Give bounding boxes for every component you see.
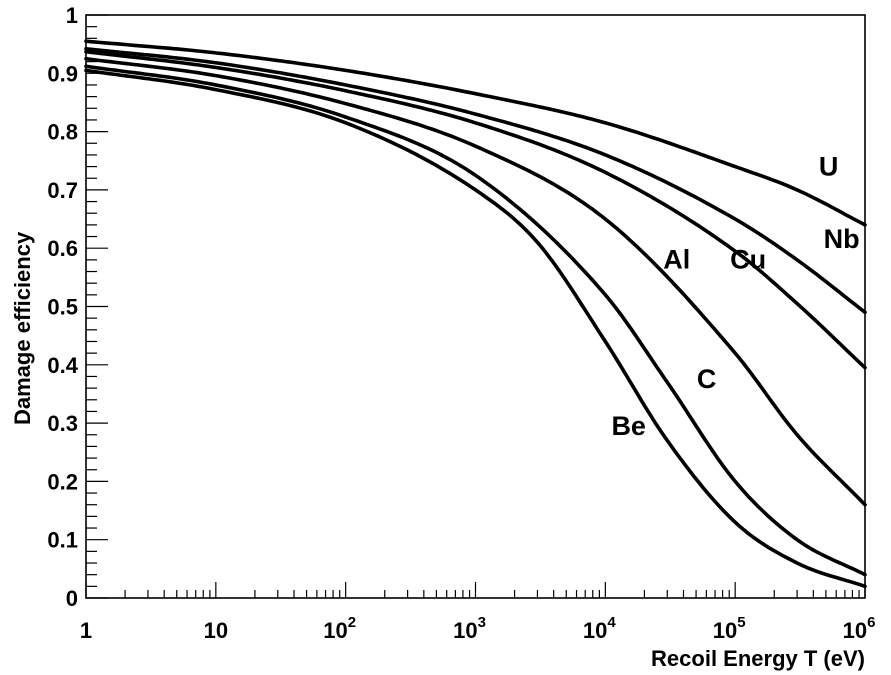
y-tick-label: 0.7 [47,178,78,203]
x-tick-label: 104 [583,614,616,643]
y-tick-label: 0.6 [47,236,78,261]
curve-label-nb: Nb [824,224,860,254]
y-tick-label: 0.8 [47,120,78,145]
y-tick-label: 0.2 [47,469,78,494]
curve-nb [84,47,867,315]
x-tick-label: 106 [843,614,876,643]
curve-label-c: C [697,364,717,394]
y-tick-label: 1 [66,3,78,28]
y-tick-label: 0.3 [47,411,78,436]
y-tick-label: 0.9 [47,61,78,86]
x-tick-label: 1 [80,618,92,643]
ticks-layer: 0 0.1 0.2 0.3 0.4 0.5 0.6 0.7 0.8 0.9 1 1 10 102 103 10… [47,3,875,643]
curve-al [84,56,867,507]
curve-label-al: Al [663,245,690,275]
curve-label-u: U [819,151,839,181]
x-tick-label: 10 [204,618,228,643]
y-axis-title: Damage efficiency [10,231,35,425]
curve-u [84,39,867,227]
y-tick-label: 0.4 [47,353,78,378]
y-tick-label: 0 [66,586,78,611]
curve-c [84,64,867,577]
x-tick-label: 105 [713,614,746,643]
curve-label-cu: Cu [730,245,766,275]
curve-cu [84,49,867,370]
y-tick-label: 0.1 [47,528,78,553]
x-axis-title: Recoil Energy T (eV) [651,646,865,671]
curves-layer [84,39,867,589]
x-tick-label: 103 [453,614,486,643]
x-tick-label: 102 [323,614,356,643]
curve-be [84,68,867,589]
curve-label-be: Be [611,411,646,441]
labels-layer: U Nb Cu Al C Be [611,151,859,440]
plot-frame [85,14,866,599]
y-tick-label: 0.5 [47,295,78,320]
